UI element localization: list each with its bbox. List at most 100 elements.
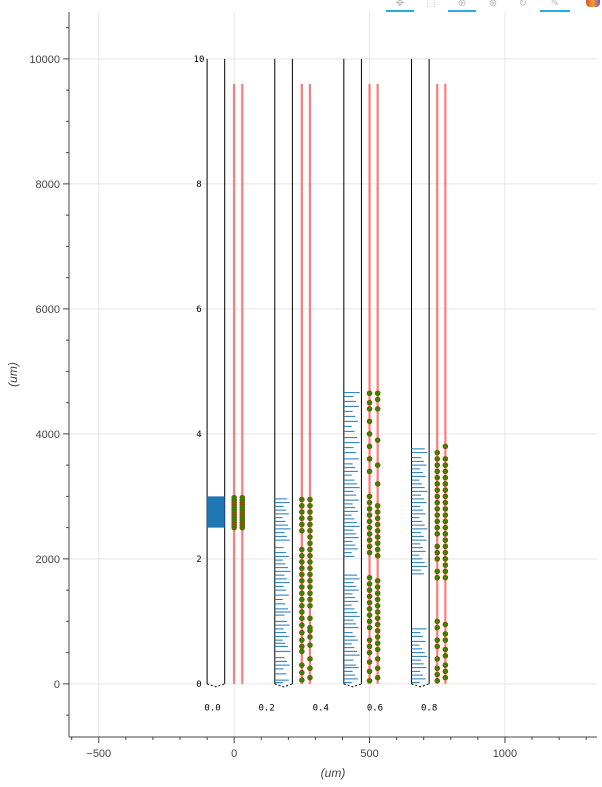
site-marker[interactable] [434,637,441,643]
site-marker[interactable] [374,584,381,590]
site-marker[interactable] [366,443,373,450]
site-marker[interactable] [307,534,313,540]
site-marker[interactable] [374,627,381,634]
site-marker[interactable] [374,509,381,515]
site-marker[interactable] [307,634,313,640]
site-marker[interactable] [374,481,381,487]
site-marker[interactable] [442,512,449,518]
site-marker[interactable] [299,584,305,590]
site-marker[interactable] [374,521,381,528]
site-marker[interactable] [442,674,449,681]
site-marker[interactable] [434,474,441,481]
site-marker[interactable] [374,577,381,584]
site-marker[interactable] [374,552,381,559]
site-marker[interactable] [366,518,373,525]
site-marker[interactable] [307,590,313,597]
site-marker[interactable] [307,571,313,578]
site-marker[interactable] [374,540,381,547]
zoom-in-tool[interactable]: ⊕ [488,0,498,9]
site-marker[interactable] [374,590,381,597]
site-marker[interactable] [442,562,449,568]
site-marker[interactable] [366,549,373,556]
site-marker[interactable] [434,493,441,500]
site-marker[interactable] [434,543,441,550]
site-marker[interactable] [374,596,381,603]
pan-tool[interactable]: ✥ [386,0,414,12]
site-marker[interactable] [434,531,441,537]
site-marker[interactable] [299,552,305,559]
site-marker[interactable] [434,481,441,487]
site-marker[interactable] [307,509,313,515]
site-marker[interactable] [434,499,441,506]
site-marker[interactable] [374,615,381,622]
site-marker[interactable] [374,462,381,468]
site-marker[interactable] [307,540,313,547]
site-marker[interactable] [374,674,381,681]
site-marker[interactable] [366,390,373,397]
site-marker[interactable] [374,646,381,653]
site-marker[interactable] [307,502,313,509]
site-marker[interactable] [366,637,373,643]
site-marker[interactable] [299,571,305,578]
site-marker[interactable] [442,474,449,481]
site-marker[interactable] [299,677,305,683]
site-marker[interactable] [434,618,441,625]
wheel-zoom-tool[interactable]: ⊕ [448,0,476,12]
site-marker[interactable] [307,656,313,662]
site-marker[interactable] [299,602,305,609]
site-marker[interactable] [307,515,313,522]
site-marker[interactable] [366,668,373,675]
site-marker[interactable] [374,396,381,403]
site-marker[interactable] [374,656,381,662]
site-marker[interactable] [442,652,449,659]
site-marker[interactable] [434,665,441,672]
site-marker[interactable] [434,556,441,562]
site-marker[interactable] [434,512,441,518]
site-marker[interactable] [366,456,373,462]
site-marker[interactable] [366,537,373,543]
site-marker[interactable] [299,609,305,615]
site-marker[interactable] [299,509,305,515]
site-marker[interactable] [366,624,373,631]
site-marker[interactable] [299,577,305,584]
site-marker[interactable] [307,552,313,559]
site-marker[interactable] [366,499,373,506]
site-marker[interactable] [374,609,381,615]
site-marker[interactable] [299,648,305,655]
site-marker[interactable] [442,524,449,531]
site-marker[interactable] [366,493,373,500]
site-marker[interactable] [434,549,441,556]
site-marker[interactable] [366,431,373,437]
site-marker[interactable] [307,559,313,565]
site-marker[interactable] [434,468,441,475]
site-marker[interactable] [442,646,449,653]
site-marker[interactable] [299,615,305,622]
site-marker[interactable] [366,677,373,684]
site-marker[interactable] [434,574,441,581]
site-marker[interactable] [307,615,313,622]
site-marker[interactable] [434,643,441,650]
site-marker[interactable] [307,584,313,590]
site-marker[interactable] [307,527,313,534]
site-marker[interactable] [442,662,449,668]
site-marker[interactable] [442,568,449,575]
site-marker[interactable] [442,487,449,493]
site-marker[interactable] [374,665,381,672]
site-marker[interactable] [442,481,449,487]
site-marker[interactable] [239,494,246,501]
site-marker[interactable] [434,677,441,684]
site-marker[interactable] [307,577,313,584]
reset-tool[interactable]: ↻ [518,0,528,9]
site-marker[interactable] [366,593,373,600]
site-marker[interactable] [434,487,441,493]
site-marker[interactable] [366,406,373,412]
site-marker[interactable] [307,596,313,603]
site-marker[interactable] [442,456,449,462]
site-marker[interactable] [366,643,373,650]
site-marker[interactable] [366,612,373,618]
site-marker[interactable] [299,515,305,522]
site-marker[interactable] [434,449,441,456]
site-marker[interactable] [299,565,305,572]
site-marker[interactable] [307,665,313,672]
site-marker[interactable] [442,543,449,550]
